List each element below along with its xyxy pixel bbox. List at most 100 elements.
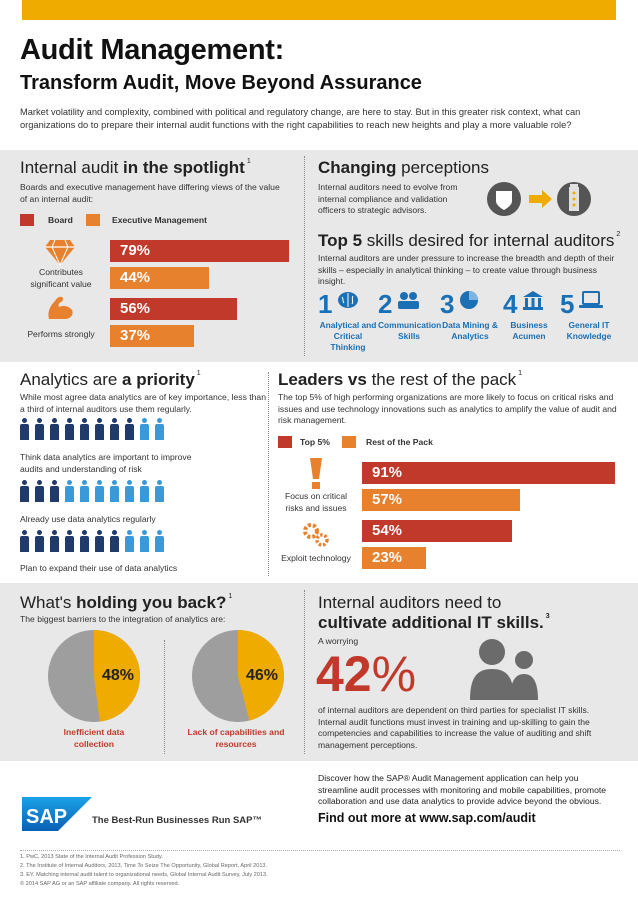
sap-logo: SAP [22,797,92,831]
legend-rest-label: Rest of the Pack [366,437,433,447]
legend-board-swatch [20,214,34,226]
itskills-title-line1: Internal auditors need to [318,593,502,612]
skill-number: 3 [440,289,455,319]
top5-desc: Internal auditors are under pressure to … [318,253,615,286]
skill-1: 1 Analytical and Critical Thinking [318,289,378,353]
person-icon [35,480,44,502]
person-icon [80,530,89,552]
person-icon [155,480,164,502]
perceptions-title: Changing perceptions [318,158,490,177]
itskills-title-line2: cultivate additional IT skills. 3 [318,613,550,632]
top5-title: Top 5 skills desired for internal audito… [318,231,621,250]
gears-icon [303,523,329,547]
brand-tagline: The Best-Run Businesses Run SAP™ [92,815,262,826]
pie-slice-value [238,630,284,721]
skill-number: 5 [560,289,575,319]
legend-exec-swatch [86,214,100,226]
itskills-big-number: 42% [316,644,416,704]
people-row-label: Already use data analytics regularly [20,514,156,524]
person-icon [110,418,119,440]
skill-label: Data Mining & Analytics [442,320,498,341]
pie-caption: Lack of capabilities and resources [187,727,285,749]
person-icon [65,418,74,440]
people-row-label: Think data analytics are important to im… [20,452,192,474]
cta-link[interactable]: Find out more at www.sap.com/audit [318,811,536,825]
page-title: Audit Management: [20,34,284,66]
people-row [20,530,170,557]
legend-top-swatch [278,436,292,448]
bar-series1: 79% [110,240,289,262]
laptop-icon [578,291,603,308]
person-icon [110,480,119,502]
skill-2: 2 Communication Skills [378,289,442,342]
divider [304,590,305,754]
cta-text: Discover how the SAP® Audit Management a… [318,773,607,806]
person-icon [140,530,149,552]
person-silhouette-icon [470,639,538,700]
legend-exec-label: Executive Management [112,215,208,225]
skill-number: 4 [503,289,518,319]
bar-series2: 37% [110,325,194,347]
divider [268,372,269,576]
person-icon [140,480,149,502]
skill-label: Communication Skills [378,320,442,341]
footnote-3: 3. EY, Matching internal audit talent to… [20,872,268,878]
itskills-desc: of internal auditors are dependent on th… [318,705,592,750]
top-accent-bar [22,0,616,20]
skill-label: General IT Knowledge [566,320,612,341]
skill-5: 5 General IT Knowledge [560,289,618,342]
leaders-title: Leaders vs the rest of the pack 1 [278,370,523,389]
legend-rest-swatch [342,436,356,448]
person-icon [20,418,29,440]
people-row [20,418,170,445]
copyright: © 2014 SAP AG or an SAP affiliate compan… [20,881,180,887]
person-icon [155,418,164,440]
row1-label: Contributes significant value [30,267,92,289]
building-icon [522,291,543,310]
person-icon [95,418,104,440]
exclamation-icon [310,458,322,489]
spotlight-title: Internal audit in the spotlight 1 [20,158,251,177]
person-icon [95,480,104,502]
badge-to-officer-icon [487,182,591,216]
pie-caption: Inefficient data collection [63,727,125,749]
leaders-row1-label: Focus on critical risks and issues [284,491,348,513]
big-number-percent: % [371,646,417,702]
person-icon [125,480,134,502]
analytics-title: Analytics are a priority 1 [20,370,201,389]
spotlight-desc: Boards and executive management have dif… [20,182,280,204]
analytics-desc: While most agree data analytics are of k… [20,392,266,414]
bar-series2: 57% [362,489,520,511]
holding-desc: The biggest barriers to the integration … [20,614,226,624]
skill-number: 1 [318,289,333,319]
skill-number: 2 [378,289,393,319]
person-icon [20,480,29,502]
person-icon [65,530,74,552]
brain-icon [337,292,358,308]
footnote-divider [20,850,620,851]
pie-value-label: 48% [101,667,135,684]
pie-chart-capabilities [192,630,284,722]
person-icon [155,530,164,552]
legend-top-label: Top 5% [300,437,330,447]
skill-label: Analytical and Critical Thinking [319,320,377,352]
person-icon [65,480,74,502]
intro-text: Market volatility and complexity, combin… [20,107,581,130]
person-icon [50,480,59,502]
skill-label: Business Acumen [510,320,548,341]
legend-board-label: Board [48,215,73,225]
people-icon [397,292,419,309]
person-icon [140,418,149,440]
person-icon [35,418,44,440]
section-band-1 [0,150,638,362]
bar-series1: 56% [110,298,237,320]
muscle-arm-icon [48,296,73,319]
bar-series1: 91% [362,462,615,484]
perceptions-desc: Internal auditors need to evolve from in… [318,182,458,215]
divider [304,156,305,356]
person-icon [125,530,134,552]
leaders-desc: The top 5% of high performing organizati… [278,392,617,425]
diamond-icon [45,239,75,266]
people-row [20,480,170,507]
skills-row: 1 Analytical and Critical Thinking 2 Com… [318,289,618,355]
